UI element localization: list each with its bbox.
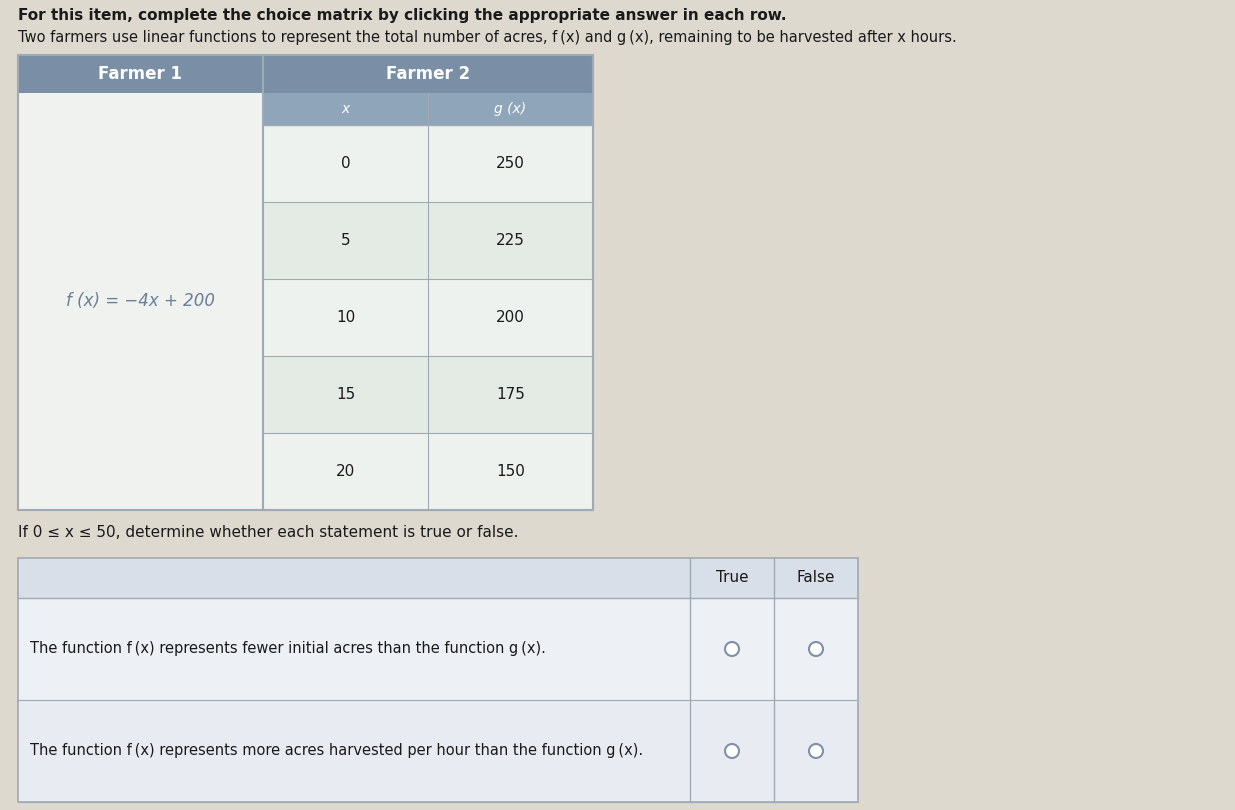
FancyBboxPatch shape — [19, 598, 858, 700]
FancyBboxPatch shape — [19, 558, 858, 802]
FancyBboxPatch shape — [263, 125, 593, 202]
FancyBboxPatch shape — [19, 55, 593, 510]
Circle shape — [725, 642, 739, 656]
FancyBboxPatch shape — [19, 700, 858, 802]
FancyBboxPatch shape — [19, 93, 263, 510]
Text: 200: 200 — [496, 310, 525, 325]
FancyBboxPatch shape — [263, 55, 593, 93]
Text: 250: 250 — [496, 156, 525, 171]
Text: Farmer 1: Farmer 1 — [99, 65, 183, 83]
FancyBboxPatch shape — [429, 93, 593, 125]
Text: Farmer 2: Farmer 2 — [385, 65, 471, 83]
Text: f (x) = −4x + 200: f (x) = −4x + 200 — [65, 292, 215, 310]
Circle shape — [809, 744, 823, 758]
Text: Two farmers use linear functions to represent the total number of acres, f (x) a: Two farmers use linear functions to repr… — [19, 30, 957, 45]
Text: The function f (x) represents more acres harvested per hour than the function g : The function f (x) represents more acres… — [30, 744, 643, 758]
Text: If 0 ≤ x ≤ 50, determine whether each statement is true or false.: If 0 ≤ x ≤ 50, determine whether each st… — [19, 525, 519, 540]
FancyBboxPatch shape — [263, 93, 429, 125]
Text: 225: 225 — [496, 233, 525, 248]
Bar — [19, 55, 593, 510]
Text: For this item, complete the choice matrix by clicking the appropriate answer in : For this item, complete the choice matri… — [19, 8, 787, 23]
Text: False: False — [797, 570, 835, 586]
FancyBboxPatch shape — [263, 202, 593, 279]
FancyBboxPatch shape — [19, 55, 263, 93]
Text: 150: 150 — [496, 464, 525, 479]
Circle shape — [809, 642, 823, 656]
Text: 175: 175 — [496, 387, 525, 402]
FancyBboxPatch shape — [263, 356, 593, 433]
Text: The function f (x) represents fewer initial acres than the function g (x).: The function f (x) represents fewer init… — [30, 642, 546, 656]
Text: 0: 0 — [341, 156, 351, 171]
FancyBboxPatch shape — [263, 433, 593, 510]
FancyBboxPatch shape — [263, 279, 593, 356]
Text: 5: 5 — [341, 233, 351, 248]
Text: g (x): g (x) — [494, 102, 526, 116]
Text: x: x — [341, 102, 350, 116]
Text: 10: 10 — [336, 310, 356, 325]
Circle shape — [725, 744, 739, 758]
Text: 15: 15 — [336, 387, 356, 402]
FancyBboxPatch shape — [19, 558, 858, 598]
Text: True: True — [716, 570, 748, 586]
Bar — [19, 558, 858, 802]
Text: 20: 20 — [336, 464, 356, 479]
